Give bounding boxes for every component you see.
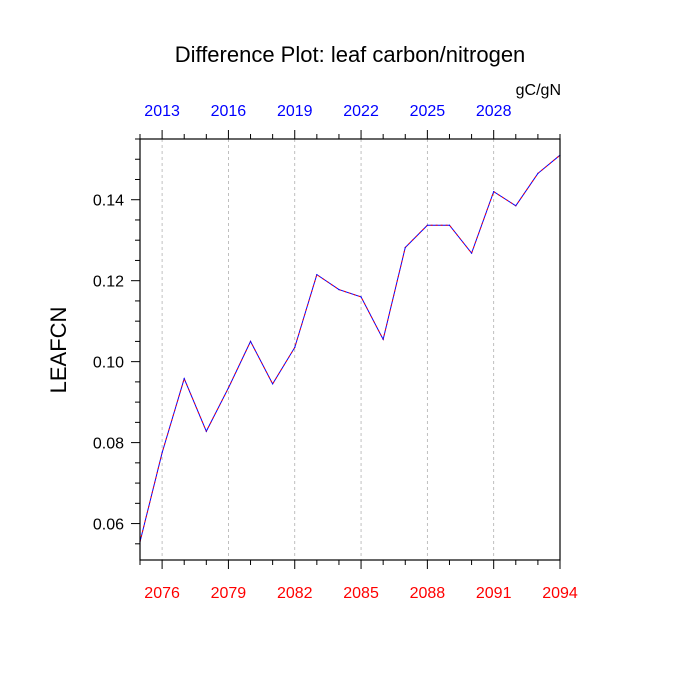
y-tick-label: 0.10: [93, 355, 124, 372]
plot-frame: [139, 138, 561, 561]
data-point: [426, 224, 428, 226]
data-point: [272, 383, 274, 385]
data-point: [360, 296, 362, 298]
x-top-tick-label: 2028: [476, 103, 512, 120]
x-bottom-tick-label: 2088: [410, 585, 446, 602]
data-point: [338, 288, 340, 291]
data-point: [537, 172, 539, 175]
data-point: [382, 338, 384, 340]
data-point: [205, 430, 207, 432]
data-point: [493, 191, 495, 193]
y-tick-label: 0.12: [93, 274, 124, 291]
data-point: [294, 346, 296, 349]
y-tick-label: 0.14: [93, 193, 124, 210]
data-point: [404, 246, 406, 249]
units-label: gC/gN: [516, 82, 561, 99]
label-layer: 2076 2079 2082 2085 2088 2091 2094 2013 2016 2019…: [93, 103, 578, 602]
x-top-tick-label: 2022: [343, 103, 379, 120]
x-bottom-tick-label: 2091: [476, 585, 512, 602]
data-point: [515, 205, 517, 207]
data-point: [227, 387, 230, 389]
x-bottom-tick-label: 2076: [144, 585, 180, 602]
y-tick-label: 0.06: [93, 517, 124, 534]
data-point: [470, 252, 473, 254]
line-layer: [139, 154, 561, 543]
data-point: [448, 224, 451, 226]
chart-title: Difference Plot: leaf carbon/nitrogen: [175, 42, 526, 67]
x-top-tick-label: 2025: [410, 103, 446, 120]
x-bottom-tick-label: 2085: [343, 585, 379, 602]
x-bottom-tick-label: 2094: [542, 585, 578, 602]
grid-layer: [161, 139, 561, 560]
x-bottom-tick-label: 2079: [211, 585, 247, 602]
series-line: [139, 154, 561, 542]
tick-layer: [131, 130, 561, 569]
x-top-tick-label: 2016: [211, 103, 247, 120]
series-line-dashes: [139, 154, 561, 542]
y-axis-label: LEAFCN: [46, 307, 71, 394]
y-tick-label: 0.08: [93, 436, 124, 453]
data-point: [183, 378, 185, 380]
x-top-tick-label: 2013: [144, 103, 180, 120]
data-point: [249, 340, 252, 343]
data-point: [161, 452, 163, 454]
x-top-tick-label: 2019: [277, 103, 313, 120]
x-bottom-tick-label: 2082: [277, 585, 313, 602]
data-point: [316, 274, 318, 276]
